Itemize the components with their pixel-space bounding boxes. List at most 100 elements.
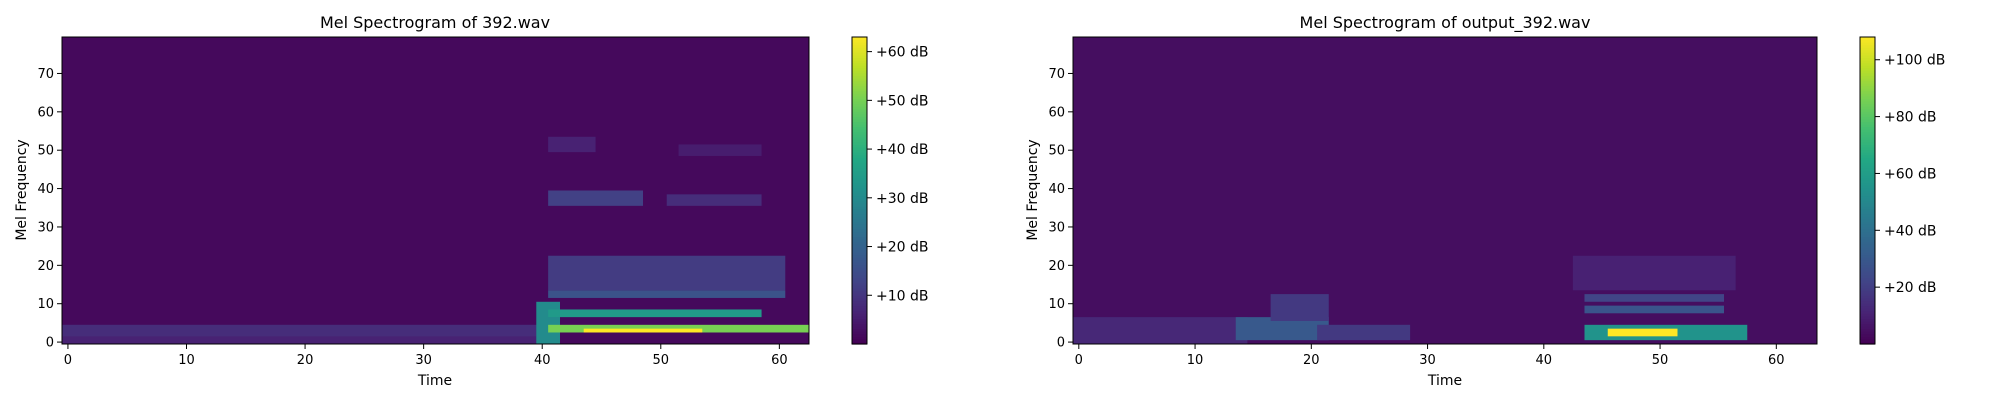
panel-1-region-9 bbox=[548, 190, 643, 206]
panel-2-x-tick-label: 40 bbox=[1536, 353, 1553, 368]
panel-2-colorbar-segment bbox=[1860, 103, 1875, 107]
panel-2-region-9 bbox=[1572, 255, 1736, 291]
panel-1-y-tick-label: 10 bbox=[37, 297, 54, 312]
panel-2-colorbar-segment bbox=[1860, 131, 1875, 135]
panel-1-colorbar-segment bbox=[852, 254, 867, 258]
panel-2-colorbar-segment bbox=[1860, 70, 1875, 74]
panel-2-colorbar-segment bbox=[1860, 262, 1875, 266]
panel-1-colorbar-segment bbox=[852, 341, 867, 345]
panel-1-colorbar-segment bbox=[852, 303, 867, 307]
panel-1-colorbar-segment bbox=[852, 338, 867, 343]
panel-2-colorbar-segment bbox=[1860, 159, 1875, 163]
panel-2-colorbar-segment bbox=[1860, 44, 1875, 48]
panel-1-y-tick-label: 0 bbox=[46, 336, 54, 351]
panel-2-colorbar-segment bbox=[1860, 228, 1875, 233]
panel-1-colorbar-tick-label: +50 dB bbox=[876, 93, 929, 109]
panel-1-x-tick-label: 0 bbox=[64, 353, 72, 368]
panel-1-colorbar-segment bbox=[852, 52, 867, 56]
panel-2-colorbar-segment bbox=[1860, 67, 1875, 71]
panel-1-colorbar-segment bbox=[852, 170, 867, 174]
panel-1-colorbar-segment bbox=[852, 121, 867, 125]
panel-1-y-tick-label: 20 bbox=[37, 259, 54, 274]
panel-1-colorbar-segment bbox=[852, 70, 867, 74]
panel-1-colorbar-segment bbox=[852, 326, 867, 330]
panel-1-colorbar-segment bbox=[852, 131, 867, 135]
panel-1-region-12 bbox=[678, 144, 762, 156]
panel-1-colorbar-segment bbox=[852, 315, 867, 320]
panel-1-colorbar-segment bbox=[852, 154, 867, 158]
panel-1-colorbar-segment bbox=[852, 213, 867, 217]
panel-2-colorbar-segment bbox=[1860, 208, 1875, 212]
panel-1-x-tick-label: 20 bbox=[297, 353, 314, 368]
panel-2-colorbar-segment bbox=[1860, 134, 1875, 138]
panel-2-colorbar-segment bbox=[1860, 172, 1875, 176]
panel-1-colorbar-segment bbox=[852, 39, 867, 43]
panel-2-colorbar-segment bbox=[1860, 303, 1875, 307]
panel-2-colorbar-segment bbox=[1860, 246, 1875, 250]
panel-1-colorbar-segment bbox=[852, 318, 867, 322]
panel-1-region-10 bbox=[666, 194, 762, 206]
panel-1-x-tick-label: 60 bbox=[771, 353, 788, 368]
panel-2-x-ticks: 0 10 20 30 40 50 60 bbox=[1075, 344, 1785, 368]
panel-1-colorbar-segment bbox=[852, 129, 867, 133]
panel-1-colorbar-segment bbox=[852, 136, 867, 140]
panel-2-colorbar-segment bbox=[1860, 185, 1875, 189]
panel-2-x-tick-label: 0 bbox=[1075, 353, 1083, 368]
panel-1-colorbar-segment bbox=[852, 208, 867, 212]
panel-2-colorbar-segment bbox=[1860, 297, 1875, 302]
panel-2-colorbar-segment bbox=[1860, 305, 1875, 309]
panel-2-region-4 bbox=[1317, 324, 1411, 341]
panel-1-x-ticks: 0 10 20 30 40 50 60 bbox=[64, 344, 788, 368]
panel-2-colorbar-segment bbox=[1860, 126, 1875, 130]
panel-2-colorbar-segment bbox=[1860, 88, 1875, 92]
panel-2-colorbar-tick-label: +80 dB bbox=[1884, 110, 1937, 126]
panel-1-colorbar-segment bbox=[852, 269, 867, 273]
panel-2-y-tick-label: 70 bbox=[1048, 67, 1065, 82]
panel-1-colorbar-segment bbox=[852, 198, 867, 202]
panel-1-colorbar-segment bbox=[852, 177, 867, 181]
panel-2-colorbar-segment bbox=[1860, 147, 1875, 151]
panel-1-y-label: Mel Frequency bbox=[14, 139, 30, 240]
panel-1-colorbar-segment bbox=[852, 239, 867, 243]
panel-1-region-7 bbox=[548, 290, 786, 298]
panel-2-colorbar-segment bbox=[1860, 85, 1875, 89]
panel-2-colorbar-segment bbox=[1860, 121, 1875, 125]
panel-2-colorbar-segment bbox=[1860, 139, 1875, 143]
panel-2-title: Mel Spectrogram of output_392.wav bbox=[1300, 13, 1591, 33]
panel-1-colorbar-tick-label: +40 dB bbox=[876, 142, 929, 158]
panel-1-colorbar-segment bbox=[852, 193, 867, 197]
panel-1-colorbar-segment bbox=[852, 285, 867, 289]
panel-1-colorbar-segment bbox=[852, 65, 867, 69]
panel-1-colorbar-segment bbox=[852, 72, 867, 76]
panel-1-colorbar-segment bbox=[852, 37, 867, 41]
panel-1-colorbar-segment bbox=[852, 123, 867, 128]
panel-2-colorbar-segment bbox=[1860, 218, 1875, 222]
panel-1-region-2 bbox=[62, 336, 549, 344]
panel-1-colorbar-segment bbox=[852, 185, 867, 189]
panel-2-region-7 bbox=[1584, 305, 1724, 314]
panel-1-x-label: Time bbox=[417, 373, 452, 389]
panel-2-colorbar-segment bbox=[1860, 282, 1875, 286]
panel-1-colorbar-segment bbox=[852, 216, 867, 220]
panel-2-y-tick-label: 40 bbox=[1048, 182, 1065, 197]
panel-1-region-6 bbox=[548, 309, 762, 318]
panel-2-colorbar-segment bbox=[1860, 328, 1875, 332]
panel-2-colorbar-segment bbox=[1860, 287, 1875, 291]
panel-2-colorbar-segment bbox=[1860, 249, 1875, 253]
panel-2-colorbar-segment bbox=[1860, 269, 1875, 273]
panel-2-x-tick-label: 30 bbox=[1419, 353, 1436, 368]
panel-1-colorbar-segment bbox=[852, 44, 867, 48]
panel-2-frame bbox=[1072, 36, 1818, 345]
panel-1-region-8 bbox=[548, 255, 786, 291]
panel-2-y-tick-label: 10 bbox=[1048, 297, 1065, 312]
panel-2-colorbar-segment bbox=[1860, 285, 1875, 289]
panel-1-colorbar-segment bbox=[852, 297, 867, 302]
panel-2-colorbar-segment bbox=[1860, 195, 1875, 199]
panel-1-colorbar-segment bbox=[852, 75, 867, 79]
panel-1-colorbar-segment bbox=[852, 162, 867, 166]
panel-1-colorbar-segment bbox=[852, 300, 867, 304]
panel-1-colorbar-segment bbox=[852, 57, 867, 61]
panel-2-colorbar-segment bbox=[1860, 290, 1875, 294]
panel-2-colorbar-frame bbox=[1859, 36, 1876, 345]
panel-1-colorbar-segment bbox=[852, 106, 867, 110]
